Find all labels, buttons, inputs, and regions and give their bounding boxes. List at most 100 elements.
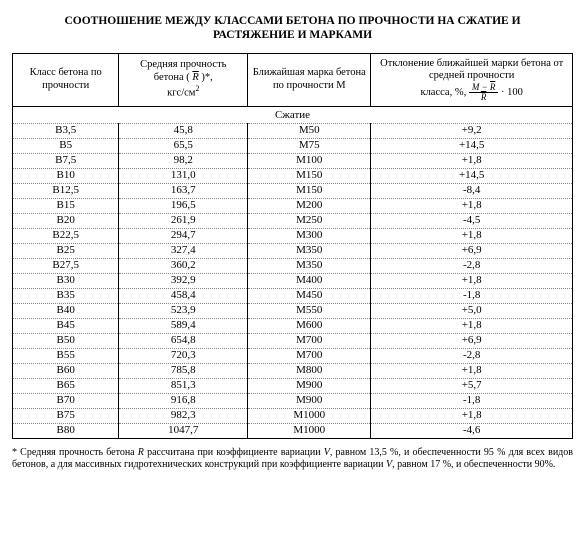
cell-deviation: -2,8 bbox=[371, 348, 573, 363]
cell-deviation: +14,5 bbox=[371, 168, 573, 183]
table-row: В45589,4М600+1,8 bbox=[13, 318, 573, 333]
header-strength-l2: бетона ( R )*, bbox=[122, 72, 244, 85]
formula-num-b: R bbox=[490, 82, 496, 92]
cell-mark: М300 bbox=[248, 228, 371, 243]
cell-mark: М900 bbox=[248, 393, 371, 408]
table-row: В12,5163,7М150-8,4 bbox=[13, 183, 573, 198]
cell-deviation: +9,2 bbox=[371, 123, 573, 138]
cell-mark: М1000 bbox=[248, 423, 371, 438]
cell-strength: 360,2 bbox=[119, 258, 248, 273]
page-title: СООТНОШЕНИЕ МЕЖДУ КЛАССАМИ БЕТОНА ПО ПРО… bbox=[12, 10, 573, 53]
cell-mark: М350 bbox=[248, 258, 371, 273]
cell-mark: М550 bbox=[248, 303, 371, 318]
cell-class: В5 bbox=[13, 138, 119, 153]
cell-strength: 131,0 bbox=[119, 168, 248, 183]
cell-class: В15 bbox=[13, 198, 119, 213]
cell-class: В3,5 bbox=[13, 123, 119, 138]
cell-deviation: -8,4 bbox=[371, 183, 573, 198]
cell-deviation: +5,7 bbox=[371, 378, 573, 393]
table-row: В30392,9М400+1,8 bbox=[13, 273, 573, 288]
cell-class: В27,5 bbox=[13, 258, 119, 273]
cell-strength: 392,9 bbox=[119, 273, 248, 288]
header-mark-text: Ближайшая марка бетона по прочности М bbox=[253, 67, 366, 91]
cell-mark: М150 bbox=[248, 168, 371, 183]
cell-strength: 523,9 bbox=[119, 303, 248, 318]
table-row: В35458,4М450-1,8 bbox=[13, 288, 573, 303]
header-dev-l1: Отклонение ближайшей марки бетона от сре… bbox=[374, 58, 569, 83]
concrete-table: Класс бетона по прочности Средняя прочно… bbox=[12, 53, 573, 439]
cell-class: В25 bbox=[13, 243, 119, 258]
cell-mark: М150 bbox=[248, 183, 371, 198]
table-row: В50654,8М700+6,9 bbox=[13, 333, 573, 348]
cell-mark: М350 bbox=[248, 243, 371, 258]
formula-num-a: M − bbox=[472, 82, 490, 92]
formula-mult: · 100 bbox=[501, 87, 523, 98]
cell-deviation: +1,8 bbox=[371, 318, 573, 333]
cell-mark: М700 bbox=[248, 348, 371, 363]
cell-mark: М800 bbox=[248, 363, 371, 378]
cell-strength: 589,4 bbox=[119, 318, 248, 333]
cell-deviation: +6,9 bbox=[371, 333, 573, 348]
header-strength-l2a: бетона ( bbox=[154, 72, 193, 83]
cell-strength: 720,3 bbox=[119, 348, 248, 363]
cell-mark: М75 bbox=[248, 138, 371, 153]
cell-mark: М250 bbox=[248, 213, 371, 228]
header-dev-l2: класса, %, M − R R · 100 bbox=[374, 83, 569, 102]
footnote-b: рассчитана при коэффициенте вариации bbox=[144, 447, 324, 458]
cell-mark: М50 bbox=[248, 123, 371, 138]
cell-strength: 982,3 bbox=[119, 408, 248, 423]
table-row: В27,5360,2М350-2,8 bbox=[13, 258, 573, 273]
header-unit-sup: 2 bbox=[195, 84, 199, 93]
title-line-1: СООТНОШЕНИЕ МЕЖДУ КЛАССАМИ БЕТОНА ПО ПРО… bbox=[64, 15, 520, 27]
title-line-2: РАСТЯЖЕНИЕ И МАРКАМИ bbox=[213, 29, 372, 41]
cell-strength: 916,8 bbox=[119, 393, 248, 408]
cell-deviation: -1,8 bbox=[371, 288, 573, 303]
header-row: Класс бетона по прочности Средняя прочно… bbox=[13, 53, 573, 106]
table-row: В55720,3М700-2,8 bbox=[13, 348, 573, 363]
table-row: В801047,7М1000-4,6 bbox=[13, 423, 573, 438]
cell-class: В60 bbox=[13, 363, 119, 378]
cell-mark: М700 bbox=[248, 333, 371, 348]
cell-class: В20 bbox=[13, 213, 119, 228]
cell-class: В80 bbox=[13, 423, 119, 438]
cell-strength: 98,2 bbox=[119, 153, 248, 168]
cell-strength: 65,5 bbox=[119, 138, 248, 153]
cell-mark: М600 bbox=[248, 318, 371, 333]
table-row: В7,598,2М100+1,8 bbox=[13, 153, 573, 168]
cell-strength: 458,4 bbox=[119, 288, 248, 303]
table-row: В25327,4М350+6,9 bbox=[13, 243, 573, 258]
cell-class: В30 bbox=[13, 273, 119, 288]
cell-deviation: +1,8 bbox=[371, 198, 573, 213]
cell-deviation: +1,8 bbox=[371, 363, 573, 378]
table-row: В40523,9М550+5,0 bbox=[13, 303, 573, 318]
cell-mark: М200 bbox=[248, 198, 371, 213]
cell-strength: 45,8 bbox=[119, 123, 248, 138]
cell-class: В22,5 bbox=[13, 228, 119, 243]
cell-deviation: -1,8 bbox=[371, 393, 573, 408]
cell-deviation: +5,0 bbox=[371, 303, 573, 318]
header-strength-l3: кгс/см2 bbox=[122, 84, 244, 100]
cell-strength: 163,7 bbox=[119, 183, 248, 198]
section-label: Сжатие bbox=[13, 106, 573, 123]
header-unit: кгс/см bbox=[167, 88, 195, 99]
table-row: В75982,3М1000+1,8 bbox=[13, 408, 573, 423]
table-row: В15196,5М200+1,8 bbox=[13, 198, 573, 213]
cell-deviation: +6,9 bbox=[371, 243, 573, 258]
header-class-text: Класс бетона по прочности bbox=[30, 67, 102, 91]
cell-strength: 1047,7 bbox=[119, 423, 248, 438]
cell-strength: 196,5 bbox=[119, 198, 248, 213]
table-row: В65851,3М900+5,7 bbox=[13, 378, 573, 393]
cell-strength: 261,9 bbox=[119, 213, 248, 228]
header-strength: Средняя прочность бетона ( R )*, кгс/см2 bbox=[119, 53, 248, 106]
footnote-a: * Средняя прочность бетона bbox=[12, 447, 138, 458]
header-deviation: Отклонение ближайшей марки бетона от сре… bbox=[371, 53, 573, 106]
table-row: В10131,0М150+14,5 bbox=[13, 168, 573, 183]
cell-mark: М450 bbox=[248, 288, 371, 303]
cell-deviation: +14,5 bbox=[371, 138, 573, 153]
cell-strength: 294,7 bbox=[119, 228, 248, 243]
cell-deviation: +1,8 bbox=[371, 408, 573, 423]
cell-class: В50 bbox=[13, 333, 119, 348]
footnote: * Средняя прочность бетона R рассчитана … bbox=[12, 439, 573, 472]
cell-class: В75 bbox=[13, 408, 119, 423]
cell-class: В55 bbox=[13, 348, 119, 363]
